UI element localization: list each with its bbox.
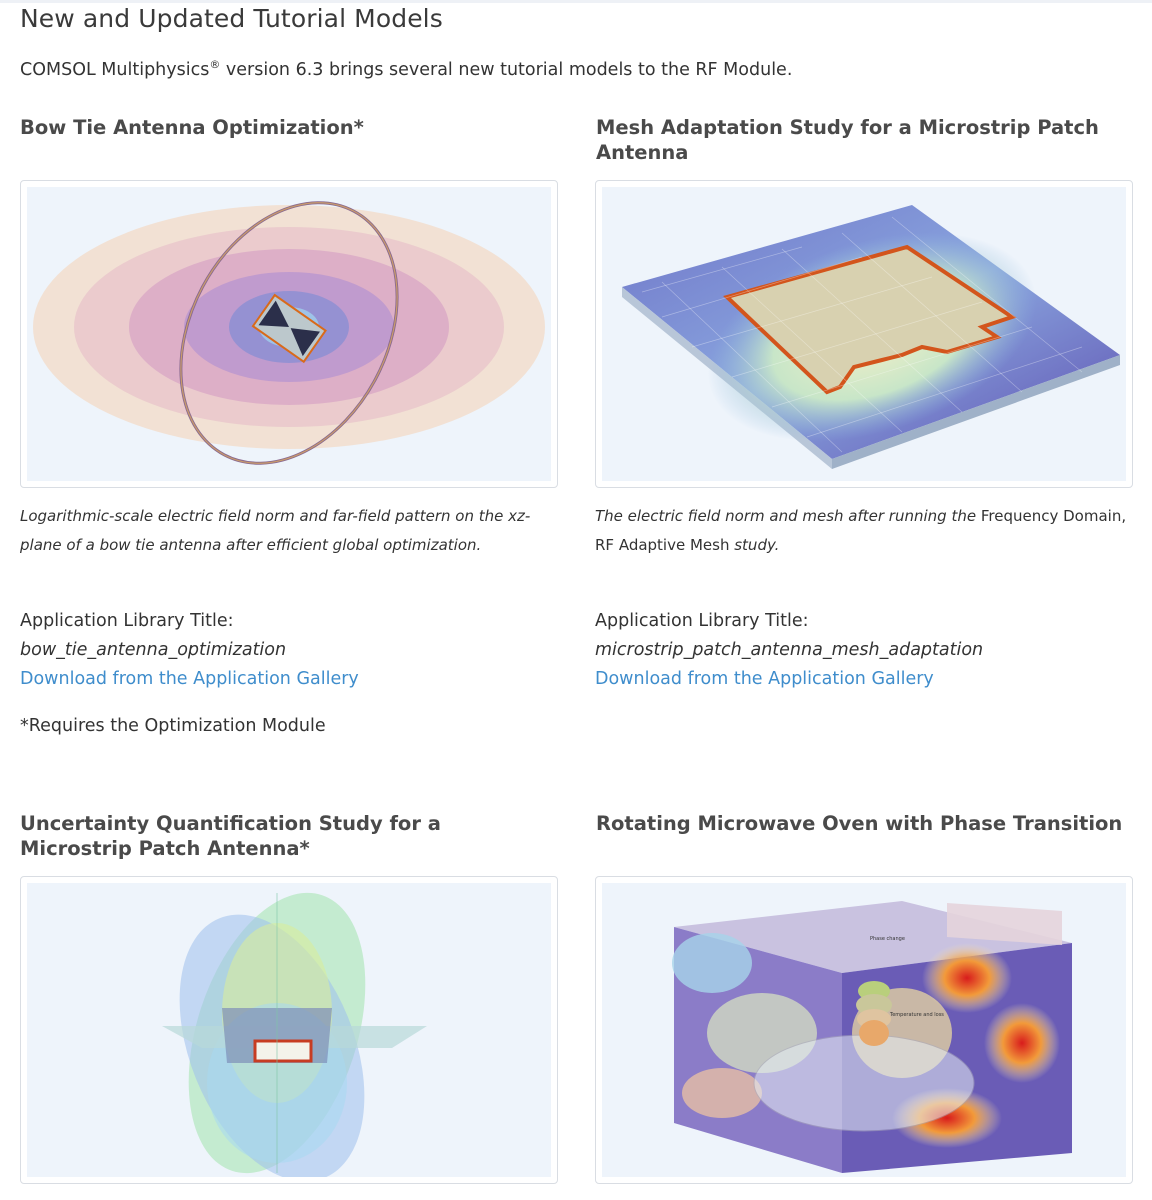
uncertainty-antenna-image[interactable] — [27, 883, 551, 1177]
model-heading: Uncertainty Quantification Study for a M… — [20, 812, 441, 860]
requirement-note: *Requires the Optimization Module — [20, 716, 326, 736]
temperature-loss-label: Temperature and loss — [889, 1012, 944, 1018]
model-heading: Mesh Adaptation Study for a Microstrip P… — [596, 116, 1099, 164]
top-border — [0, 0, 1152, 3]
page-title: New and Updated Tutorial Models — [20, 4, 443, 33]
microstrip-mesh-image[interactable] — [602, 187, 1126, 481]
library-file-name: microstrip_patch_antenna_mesh_adaptation — [595, 640, 984, 660]
library-file-name: bow_tie_antenna_optimization — [20, 640, 287, 660]
bow-tie-antenna-image[interactable] — [27, 187, 551, 481]
registered-mark: ® — [209, 58, 221, 71]
model-image-frame — [20, 180, 558, 488]
library-info: Application Library Title: microstrip_pa… — [595, 607, 983, 694]
download-gallery-link[interactable]: Download from the Application Gallery — [20, 669, 359, 689]
intro-product: COMSOL Multiphysics — [20, 59, 210, 80]
library-label: Application Library Title: — [595, 611, 809, 631]
model-card-mesh-adaptation: Mesh Adaptation Study for a Microstrip P… — [596, 115, 1136, 165]
model-caption: Logarithmic-scale electric field norm an… — [20, 507, 531, 554]
model-heading: Rotating Microwave Oven with Phase Trans… — [596, 812, 1123, 835]
caption-part: The electric field norm and mesh after r… — [595, 507, 981, 525]
model-card-bow-tie: Bow Tie Antenna Optimization* — [20, 115, 560, 140]
model-card-microwave-oven: Rotating Microwave Oven with Phase Trans… — [596, 811, 1136, 836]
model-image-frame — [20, 876, 558, 1184]
model-image-frame: Phase change Temperature and loss — [595, 876, 1133, 1184]
intro-text: COMSOL Multiphysics® version 6.3 brings … — [20, 58, 792, 80]
download-gallery-link[interactable]: Download from the Application Gallery — [595, 669, 934, 689]
model-caption: The electric field norm and mesh after r… — [595, 502, 1135, 560]
caption-part: study. — [729, 536, 780, 554]
library-label: Application Library Title: — [20, 611, 234, 631]
caption-study-name: Frequency Domain, RF Adaptive Mesh — [595, 507, 1127, 554]
library-info: Application Library Title: bow_tie_anten… — [20, 607, 359, 694]
intro-rest: version 6.3 brings several new tutorial … — [220, 59, 793, 80]
phase-change-label: Phase change — [870, 936, 905, 942]
microwave-oven-image[interactable]: Phase change Temperature and loss — [602, 883, 1126, 1177]
model-card-uncertainty: Uncertainty Quantification Study for a M… — [20, 811, 540, 861]
model-heading: Bow Tie Antenna Optimization* — [20, 116, 364, 139]
model-image-frame — [595, 180, 1133, 488]
